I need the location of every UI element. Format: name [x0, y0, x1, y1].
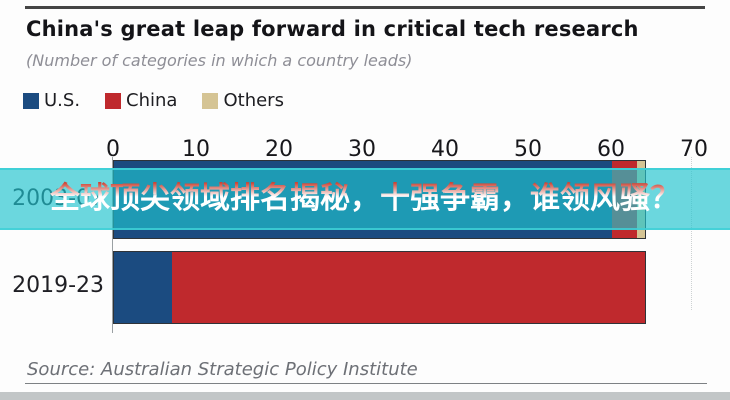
x-tick-label: 20	[265, 137, 293, 162]
y-axis-line	[112, 157, 113, 333]
legend-item: U.S.	[23, 90, 80, 111]
stacked-bar	[113, 251, 647, 324]
chart-title: China's great leap forward in critical t…	[26, 17, 639, 41]
legend-label: Others	[223, 90, 284, 111]
legend-item: Others	[202, 90, 284, 111]
banner-headline: 全球顶尖领域排名揭秘，十强争霸，谁领风骚？	[0, 170, 730, 228]
legend-item: China	[105, 90, 177, 111]
x-tick-label: 40	[431, 137, 459, 162]
x-tick-label: 60	[597, 137, 625, 162]
legend-label: U.S.	[44, 90, 81, 111]
x-tick-label: 10	[182, 137, 210, 162]
bar-segment-china	[172, 252, 646, 323]
chart-subtitle: (Number of categories in which a country…	[26, 51, 413, 70]
top-rule	[25, 6, 705, 9]
x-tick-label: 30	[348, 137, 376, 162]
gridline-70	[691, 157, 692, 310]
x-tick-label: 50	[514, 137, 542, 162]
legend: U.S. China Others	[23, 90, 284, 111]
bar-segment-us	[114, 252, 173, 323]
legend-swatch	[23, 92, 39, 109]
x-tick-label: 70	[680, 137, 708, 162]
bottom-strip	[0, 392, 730, 400]
legend-swatch	[202, 92, 219, 109]
legend-swatch	[105, 92, 122, 109]
row-label: 2019-23	[12, 273, 104, 298]
x-tick-label: 0	[106, 137, 120, 162]
legend-label: China	[126, 90, 178, 111]
banner-overlay: 全球顶尖领域排名揭秘，十强争霸，谁领风骚？	[0, 168, 730, 230]
source-caption: Source: Australian Strategic Policy Inst…	[27, 359, 418, 380]
source-underline	[25, 383, 707, 384]
